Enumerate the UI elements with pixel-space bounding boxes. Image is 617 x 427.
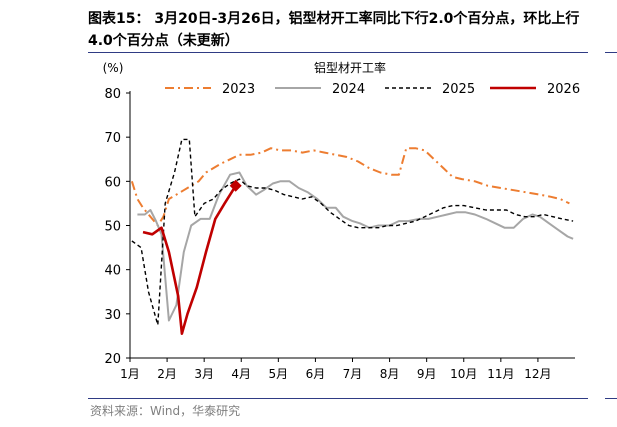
series-line-2023 [130,147,570,227]
x-tick-label: 5月 [269,367,289,381]
y-tick-label: 50 [104,220,121,235]
legend-label: 2025 [442,82,475,97]
series-line-2025 [131,138,574,326]
chart-axes: 铝型材开工率 (%) 20 30 40 50 60 70 80 1月 2月 3月 4月 5月 6月 7月 8月 9… [103,60,575,381]
x-tick-label: 3月 [194,367,214,381]
latest-point-marker [229,179,242,192]
x-tick-label: 9月 [417,367,437,381]
source-note: 资料来源：Wind，华泰研究 [90,404,241,418]
x-tick-label: 7月 [343,367,363,381]
edge-rule-bottom [605,398,617,399]
y-tick-label: 70 [104,131,121,146]
x-tick-label: 11月 [487,367,514,381]
source-rule [88,398,588,399]
y-tick-label: 80 [104,87,121,102]
chart-legend: 2023 2024 2025 2026 [165,82,580,97]
legend-label: 2026 [547,82,580,97]
x-tick-label: 1月 [120,367,140,381]
chart-title: 铝型材开工率 [314,60,386,75]
y-tick-label: 20 [104,352,121,367]
series-line-2024 [137,171,574,322]
chart-lines [130,138,574,335]
x-tick-label: 12月 [524,367,551,381]
title-rule [88,52,588,53]
edge-rule-top [605,52,617,53]
x-tick-label: 4月 [231,367,251,381]
x-tick-label: 10月 [450,367,477,381]
figure-title: 图表15： 3月20日-3月26日，铝型材开工率同比下行2.0个百分点，环比上行… [88,11,580,49]
series-line-2026 [142,185,237,335]
y-tick-label: 60 [104,175,121,190]
x-tick-label: 8月 [380,367,400,381]
legend-label: 2024 [332,82,365,97]
x-tick-label: 6月 [306,367,326,381]
legend-label: 2023 [222,82,255,97]
y-tick-label: 30 [104,308,121,323]
x-tick-label: 2月 [157,367,177,381]
y-axis-label: (%) [103,61,124,75]
y-tick-label: 40 [104,264,121,279]
